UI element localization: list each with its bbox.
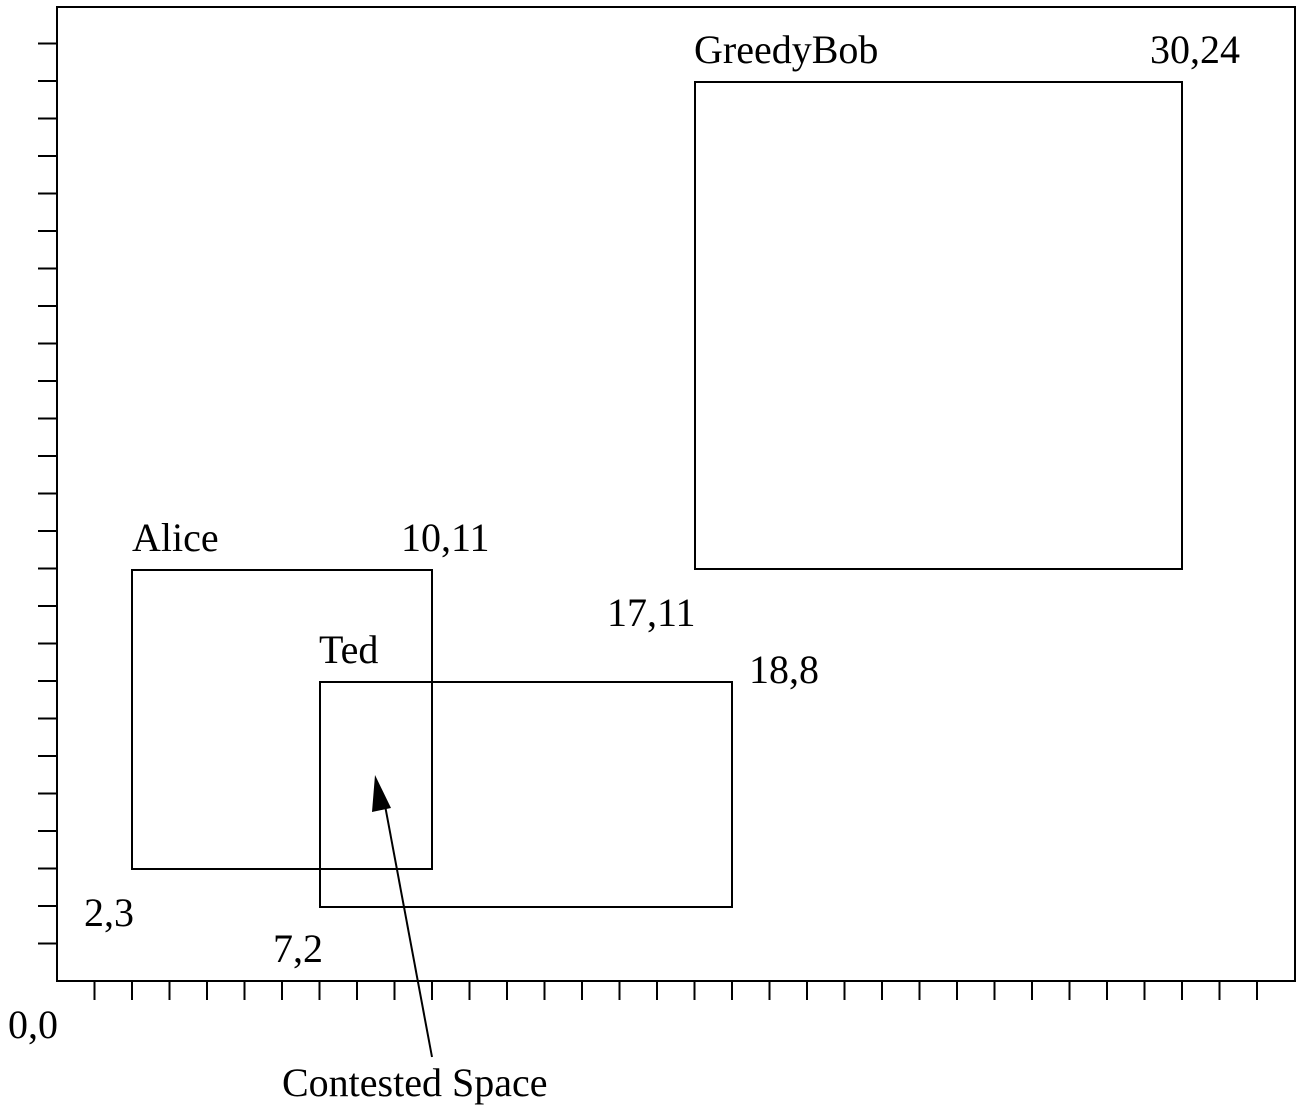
region-rect-greedybob <box>694 81 1183 570</box>
region-lower-left-label-alice: 2,3 <box>84 890 134 935</box>
region-name-ted: Ted <box>319 627 378 672</box>
plot-frame <box>56 6 1296 982</box>
region-name-alice: Alice <box>132 515 219 560</box>
region-upper-right-label-alice: 10,11 <box>401 515 490 560</box>
region-greedybob: GreedyBob 17,11 30,24 <box>607 27 1240 635</box>
region-rect-ted <box>319 681 733 908</box>
region-upper-right-label-greedybob: 30,24 <box>1150 27 1240 72</box>
region-alice: Alice 2,3 10,11 <box>84 515 490 935</box>
region-rect-alice <box>131 569 433 870</box>
region-ted: Ted 7,2 18,8 <box>273 627 819 971</box>
region-name-greedybob: GreedyBob <box>694 27 878 72</box>
x-axis-ticks <box>93 981 1258 1000</box>
region-lower-left-label-ted: 7,2 <box>273 926 323 971</box>
region-lower-left-label-greedybob: 17,11 <box>607 590 696 635</box>
contested-space-annotation: Contested Space <box>282 775 548 1105</box>
annotation-label: Contested Space <box>282 1060 548 1105</box>
region-upper-right-label-ted: 18,8 <box>749 647 819 692</box>
annotation-arrowhead-icon <box>372 775 391 812</box>
origin-label: 0,0 <box>8 1002 58 1047</box>
annotation-arrow-line <box>383 799 433 1058</box>
y-axis-ticks <box>38 42 57 945</box>
